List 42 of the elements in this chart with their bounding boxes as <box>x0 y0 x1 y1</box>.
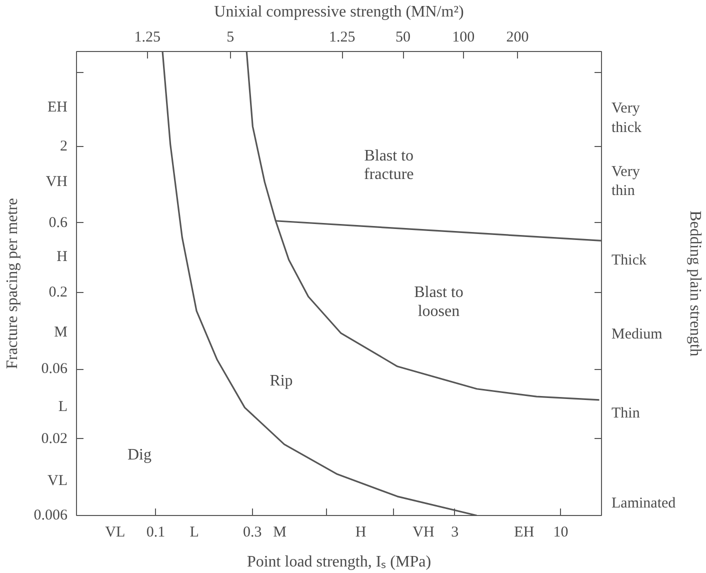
y-tick-label: 0.02 <box>41 430 68 447</box>
text: 50 <box>396 30 411 46</box>
text: Thick <box>612 252 647 268</box>
y-axis-title: Fracture spacing per metre <box>4 198 21 370</box>
y-tick-label: VH <box>46 174 68 190</box>
x-tick-label: 10 <box>553 524 568 540</box>
y-tick-label: VL <box>48 473 68 490</box>
x-tick-label: EH <box>514 524 534 540</box>
text: Laminated <box>612 495 676 512</box>
text: 200 <box>506 30 529 46</box>
x-axis-title: Point load strength, Iₛ (MPa) <box>246 554 432 570</box>
x-tick-label: L <box>190 524 199 540</box>
y-tick-label: H <box>56 249 68 266</box>
annotation: Dig <box>128 446 152 464</box>
y-tick-label: 0.006 <box>34 508 68 524</box>
y-tick-label: 0.06 <box>41 361 68 378</box>
text: 1.25 <box>134 30 160 46</box>
y-tick-label: EH <box>48 99 68 116</box>
annotation: Blast to fracture <box>364 147 414 184</box>
text: 100 <box>452 30 475 46</box>
x-tick-label: VH <box>412 524 434 540</box>
text: Medium <box>612 326 663 343</box>
x-tick-label: M <box>273 524 287 540</box>
x2-axis-title: Unixial compressive strength (MN/m²) <box>214 4 464 20</box>
text: Very thick <box>612 100 642 136</box>
y-tick-label: M <box>54 324 68 340</box>
text: Bedding plain strength <box>686 210 704 356</box>
y-tick-label: 0.6 <box>48 214 68 231</box>
x-tick-label: 0.1 <box>146 524 166 540</box>
x-tick-label: VL <box>105 524 126 540</box>
text: 5 <box>226 30 234 46</box>
x-tick-label: 0.3 <box>242 524 262 540</box>
y-tick-label: 2 <box>60 138 68 154</box>
x-tick-label: 3 <box>451 524 459 540</box>
text: 1.25 <box>329 30 356 46</box>
annotation: Rip <box>270 372 293 390</box>
text: Very thin <box>612 164 640 200</box>
y-tick-label: L <box>58 399 68 416</box>
x-tick-label: H <box>355 524 366 540</box>
annotation: Blast to loosen <box>414 284 464 320</box>
y-tick-label: 0.2 <box>48 284 68 301</box>
text: Thin <box>612 405 640 422</box>
